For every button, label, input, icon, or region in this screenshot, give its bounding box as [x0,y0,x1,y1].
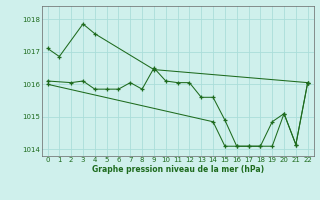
X-axis label: Graphe pression niveau de la mer (hPa): Graphe pression niveau de la mer (hPa) [92,165,264,174]
